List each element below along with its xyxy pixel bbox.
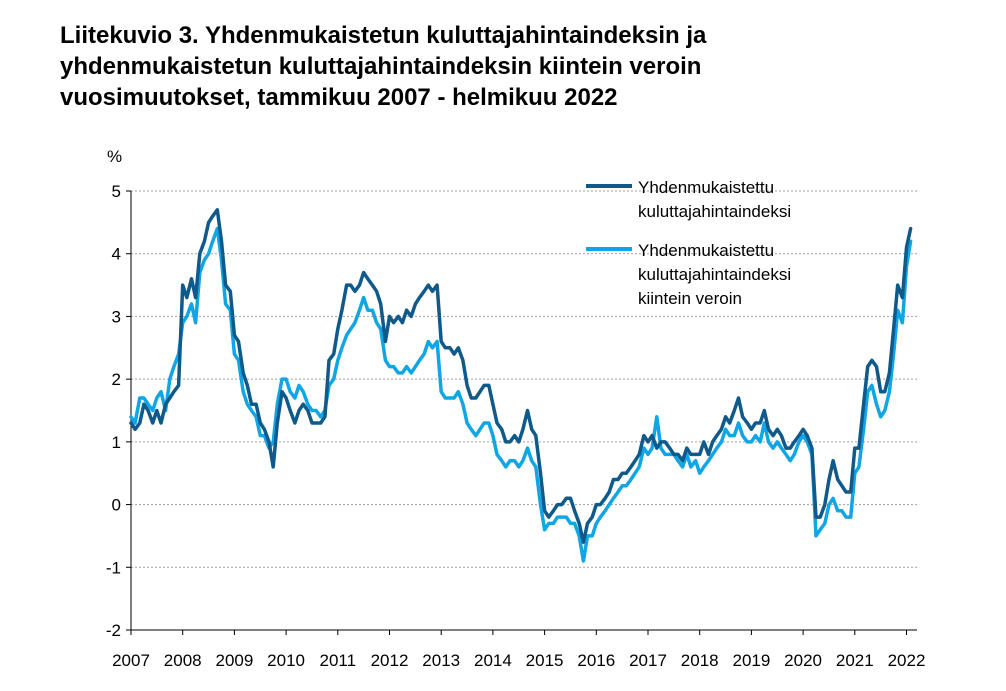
x-tick-label: 2013 <box>422 651 460 670</box>
series-lines <box>129 208 913 563</box>
legend-label-2: kiintein veroin <box>638 289 742 308</box>
series-line-1 <box>129 208 913 544</box>
y-tick-label: 0 <box>112 496 121 515</box>
legend: Yhdenmukaistettu kuluttajahintaindeksi Yhd… <box>586 178 791 308</box>
y-tick-label: 5 <box>112 182 121 201</box>
x-tick-label: 2008 <box>164 651 202 670</box>
x-axis: 2007 2008 2009 2010 2011 2012 2013 2014 2015 2016… <box>112 629 926 670</box>
gridlines <box>131 190 917 568</box>
y-axis: -2 -1 0 1 2 3 4 5 <box>106 182 132 640</box>
y-tick-label: -2 <box>106 621 121 640</box>
x-tick-label: 2018 <box>681 651 719 670</box>
legend-label-2: kuluttajahintaindeksi <box>638 265 791 284</box>
x-tick-label: 2011 <box>320 651 357 670</box>
x-tick-label: 2015 <box>526 651 564 670</box>
legend-label-1: Yhdenmukaistettu <box>638 178 774 197</box>
title-line-2: yhdenmukaistetun kuluttajahintaindeksin … <box>60 53 702 80</box>
x-tick-label: 2012 <box>371 651 409 670</box>
y-axis-unit-label: % <box>107 147 122 166</box>
legend-label-1: kuluttajahintaindeksi <box>638 202 791 221</box>
x-tick-label: 2010 <box>267 651 305 670</box>
x-tick-label: 2022 <box>888 651 926 670</box>
x-tick-label: 2017 <box>629 651 667 670</box>
x-tick-label: 2007 <box>112 651 150 670</box>
legend-label-2: Yhdenmukaistettu <box>638 241 774 260</box>
y-tick-label: 3 <box>112 307 121 326</box>
y-tick-label: 4 <box>112 245 121 264</box>
x-tick-label: 2021 <box>836 651 874 670</box>
y-tick-label: 1 <box>112 433 121 452</box>
series-line-2 <box>129 226 913 563</box>
y-tick-label: -1 <box>106 558 121 577</box>
title-line-1: Liitekuvio 3. Yhdenmukaistetun kuluttaja… <box>60 22 707 49</box>
x-tick-label: 2019 <box>732 651 770 670</box>
y-tick-label: 2 <box>112 370 121 389</box>
x-tick-label: 2016 <box>577 651 615 670</box>
title-line-3: vuosimuutokset, tammikuu 2007 - helmikuu… <box>60 84 618 111</box>
x-tick-label: 2009 <box>215 651 253 670</box>
chart-title: Liitekuvio 3. Yhdenmukaistetun kuluttaja… <box>60 20 960 113</box>
x-tick-label: 2020 <box>784 651 822 670</box>
x-tick-label: 2014 <box>474 651 512 670</box>
